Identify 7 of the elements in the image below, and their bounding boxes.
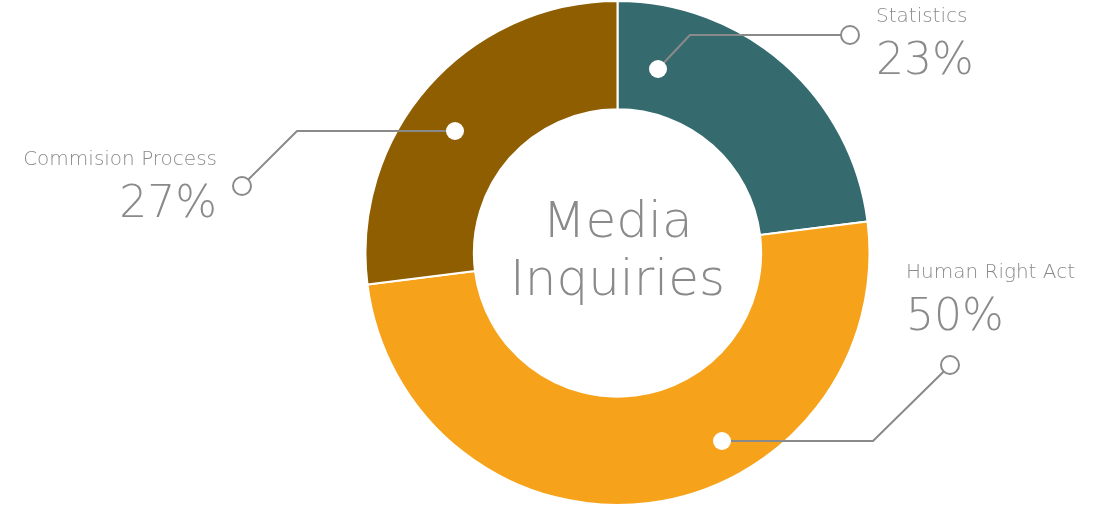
- text: Media Inquiries: [509, 190, 726, 307]
- data-label: 27%: [119, 176, 217, 228]
- slice-label: Commision Process: [23, 146, 217, 171]
- data-label: 23%: [876, 33, 974, 85]
- slice-label: Human Right Act: [906, 259, 1075, 284]
- slice-label: Statistics: [876, 3, 968, 28]
- data-label: 50%: [906, 289, 1004, 341]
